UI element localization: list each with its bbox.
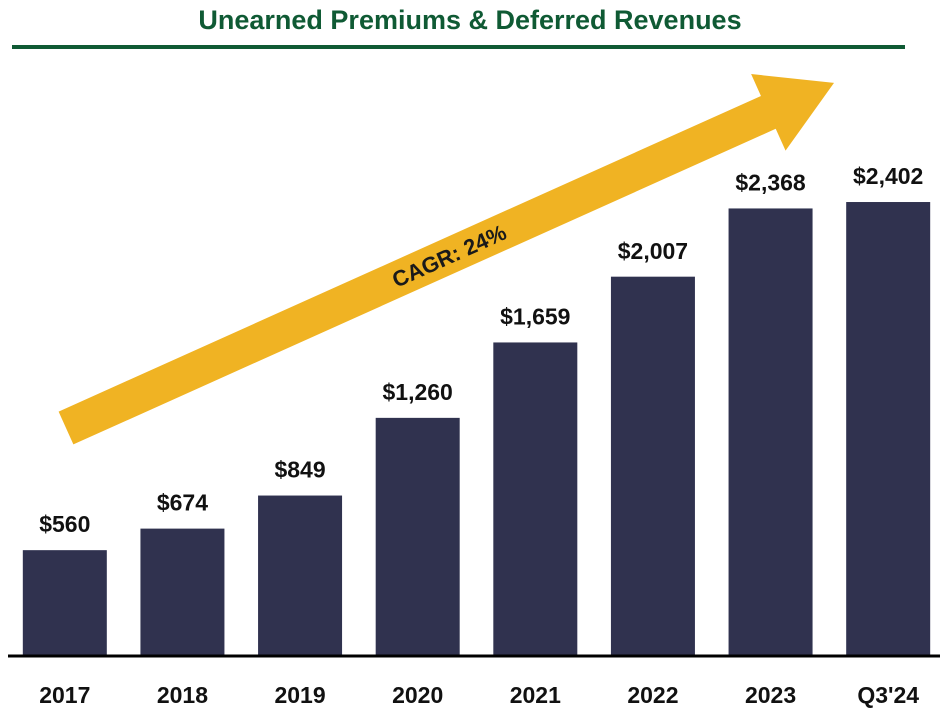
arrow-shape (58, 74, 835, 445)
x-tick-label: 2019 (274, 682, 325, 708)
x-tick-label: 2018 (157, 682, 208, 708)
bar (846, 202, 931, 656)
chart-title: Unearned Premiums & Deferred Revenues (198, 5, 741, 35)
x-tick-label: 2023 (745, 682, 796, 708)
bar (258, 495, 343, 656)
value-label: $2,402 (853, 163, 923, 189)
x-tick-label: 2017 (39, 682, 90, 708)
bar (375, 417, 460, 656)
bar (610, 276, 695, 656)
value-label: $2,368 (735, 170, 806, 196)
bar (140, 528, 225, 656)
value-label: $849 (274, 457, 325, 483)
x-tick-label: 2021 (510, 682, 561, 708)
value-label: $560 (39, 511, 90, 537)
bar (493, 342, 578, 656)
x-tick-label: 2022 (627, 682, 678, 708)
value-label: $2,007 (618, 238, 688, 264)
bar (728, 208, 813, 656)
x-tick-label: 2020 (392, 682, 443, 708)
bar (22, 550, 107, 656)
value-label: $674 (157, 490, 208, 516)
value-label: $1,659 (500, 304, 570, 330)
x-tick-label: Q3'24 (857, 682, 919, 708)
value-label: $1,260 (383, 379, 453, 405)
